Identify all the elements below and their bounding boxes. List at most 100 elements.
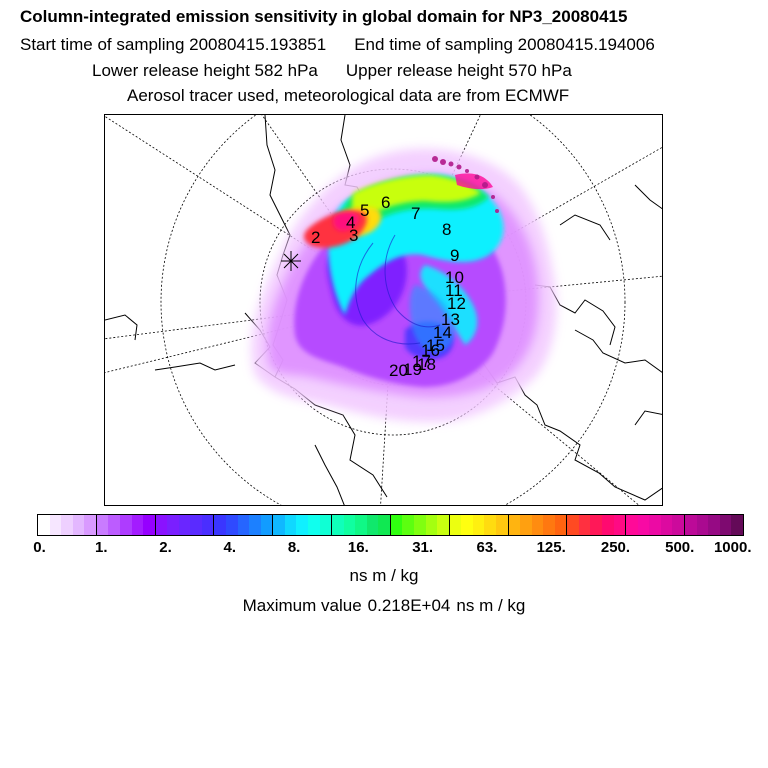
traj-label-6: 6 (381, 193, 390, 212)
colorbar-tick-label: 0. (33, 539, 46, 556)
colorbar-segment (508, 515, 521, 535)
traj-label-13: 13 (441, 310, 460, 329)
colorbar-segment (96, 515, 109, 535)
traj-label-18: 18 (417, 355, 436, 374)
colorbar-segment (38, 515, 50, 535)
colorbar-segment (226, 515, 238, 535)
lower-release-height: Lower release height 582 hPa (92, 61, 318, 80)
colorbar-segment (472, 515, 485, 535)
colorbar-segment (684, 515, 697, 535)
colorbar-segment (660, 515, 673, 535)
colorbar-tick-label: 250. (600, 539, 631, 556)
traj-label-17: 17 (412, 352, 431, 371)
colorbar-tick-label: 4. (223, 539, 237, 556)
maximum-value: Maximum value 0.218E+04 ns m / kg (0, 596, 768, 616)
traj-label-5: 5 (360, 201, 369, 220)
colorbar-segment (602, 515, 614, 535)
maximum-number: 0.218E+04 (367, 596, 451, 615)
colorbar-segment (425, 515, 438, 535)
colorbar-segment (578, 515, 591, 535)
traj-label-9: 9 (450, 246, 459, 265)
colorbar-segment (72, 515, 85, 535)
colorbar-segment (119, 515, 132, 535)
colorbar-segment (214, 515, 226, 535)
colorbar-segment (495, 515, 509, 535)
colorbar-segment (332, 515, 344, 535)
traj-label-3: 3 (349, 226, 358, 245)
traj-label-16: 16 (421, 341, 440, 360)
colorbar-segment (355, 515, 367, 535)
colorbar-tick-label: 8. (287, 539, 301, 556)
colorbar-segment (567, 515, 579, 535)
colorbar-segment (143, 515, 156, 535)
colorbar-segment (284, 515, 297, 535)
trajectory-labels: 2 3 4 5 6 7 8 9 10 11 12 13 14 15 16 17 … (311, 193, 466, 380)
upper-release-height: Upper release height 570 hPa (345, 61, 572, 80)
colorbar-segment (167, 515, 179, 535)
polar-stereographic-map: 2 3 4 5 6 7 8 9 10 11 12 13 14 15 16 17 … (105, 115, 662, 505)
colorbar-tick-label: 2. (159, 539, 172, 556)
traj-label-12: 12 (447, 294, 466, 313)
colorbar-segment (249, 515, 261, 535)
sensitivity-map: 2 3 4 5 6 7 8 9 10 11 12 13 14 15 16 17 … (104, 114, 663, 506)
colorbar-segment (178, 515, 191, 535)
colorbar-segment (649, 515, 661, 535)
colorbar-segment (84, 515, 97, 535)
sampling-times: Start time of sampling 20080415.193851 En… (20, 35, 655, 55)
traj-label-4: 4 (346, 213, 355, 232)
colorbar-tick-label: 1. (95, 539, 108, 556)
traj-label-14: 14 (433, 323, 452, 342)
colorbar-segment (554, 515, 568, 535)
colorbar-segment (696, 515, 709, 535)
colorbar-tick-label: 31. (412, 539, 434, 556)
traj-label-2: 2 (311, 228, 320, 247)
colorbar-tick-label: 1000. (713, 539, 752, 556)
colorbar-segment (61, 515, 73, 535)
colorbar-segment (260, 515, 274, 535)
release-heights: Lower release height 582 hPa Upper releas… (92, 61, 572, 81)
colorbar-segment (319, 515, 333, 535)
colorbar-segment (296, 515, 308, 535)
colorbar-segment (343, 515, 356, 535)
colorbar-segment (708, 515, 720, 535)
colorbar-segment (307, 515, 320, 535)
colorbar-segment (402, 515, 414, 535)
colorbar-segment (414, 515, 426, 535)
colorbar-segment (437, 515, 450, 535)
colorbar-segment (531, 515, 544, 535)
traj-label-15: 15 (426, 336, 445, 355)
colorbar-segment (520, 515, 532, 535)
start-time: Start time of sampling 20080415.193851 (20, 35, 327, 54)
colorbar-segment (155, 515, 168, 535)
colorbar-tick-label: 16. (347, 539, 369, 556)
colorbar-segment (719, 515, 732, 535)
colorbar-segment (461, 515, 473, 535)
colorbar-segment (484, 515, 496, 535)
colorbar (37, 514, 744, 536)
traj-label-19: 19 (403, 360, 422, 379)
colorbar-segment (672, 515, 685, 535)
colorbar-segment (626, 515, 638, 535)
colorbar-segment (590, 515, 602, 535)
traj-label-10: 10 (445, 268, 464, 287)
colorbar-segment (637, 515, 650, 535)
colorbar-segment (131, 515, 144, 535)
traj-label-11: 11 (445, 281, 463, 300)
colorbar-tick-label: 63. (476, 539, 498, 556)
colorbar-segment (49, 515, 62, 535)
colorbar-segment (731, 515, 743, 535)
traj-label-20: 20 (389, 361, 408, 380)
plot-title: Column-integrated emission sensitivity i… (20, 7, 628, 26)
colorbar-segment (543, 515, 555, 535)
colorbar-tick-label: 500. (665, 539, 695, 556)
end-time: End time of sampling 20080415.194006 (354, 35, 655, 54)
colorbar-segment (449, 515, 462, 535)
traj-label-7: 7 (411, 204, 420, 223)
maximum-label: Maximum value (242, 596, 362, 615)
traj-label-8: 8 (442, 220, 451, 239)
release-location-marker (281, 251, 301, 271)
maximum-unit: ns m / kg (456, 596, 526, 615)
colorbar-unit: ns m / kg (349, 566, 419, 585)
tracer-info: Aerosol tracer used, meteorological data… (127, 86, 570, 105)
colorbar-segment (237, 515, 250, 535)
